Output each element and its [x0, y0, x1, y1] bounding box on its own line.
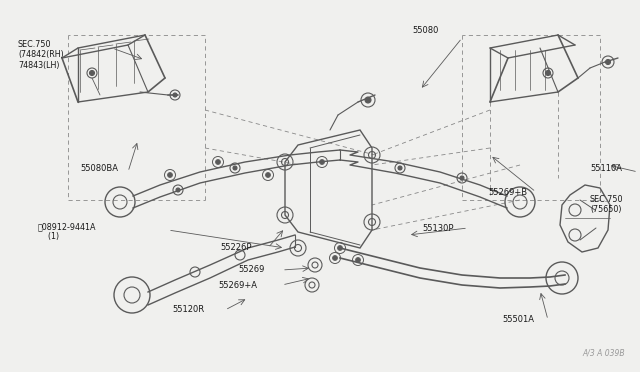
Circle shape [460, 176, 464, 180]
Text: 55269: 55269 [238, 266, 264, 275]
Text: A/3 A 039B: A/3 A 039B [582, 349, 625, 358]
Text: 55226P: 55226P [220, 244, 252, 253]
Circle shape [266, 173, 271, 177]
Circle shape [90, 71, 95, 76]
Circle shape [233, 166, 237, 170]
Circle shape [168, 173, 173, 177]
Text: 55080BA: 55080BA [80, 164, 118, 173]
Circle shape [365, 97, 371, 103]
Text: 55269+A: 55269+A [218, 280, 257, 289]
Text: 55080: 55080 [412, 26, 438, 35]
Circle shape [337, 246, 342, 250]
Circle shape [319, 160, 324, 164]
Text: ⓝ08912-9441A
    (1): ⓝ08912-9441A (1) [38, 222, 97, 241]
Text: 55110A: 55110A [590, 164, 622, 173]
Text: 55120R: 55120R [172, 305, 204, 314]
Circle shape [333, 256, 337, 260]
Circle shape [355, 257, 360, 263]
Circle shape [173, 93, 177, 97]
Circle shape [216, 160, 221, 164]
Text: 55269+B: 55269+B [488, 187, 527, 196]
Text: SEC.750
(75650): SEC.750 (75650) [590, 195, 623, 214]
Circle shape [176, 188, 180, 192]
Text: SEC.750
(74842(RH)
74843(LH): SEC.750 (74842(RH) 74843(LH) [18, 40, 64, 70]
Circle shape [545, 71, 550, 76]
Text: 55501A: 55501A [502, 315, 534, 324]
Circle shape [398, 166, 402, 170]
Text: 55130P: 55130P [422, 224, 454, 232]
Circle shape [605, 60, 611, 64]
